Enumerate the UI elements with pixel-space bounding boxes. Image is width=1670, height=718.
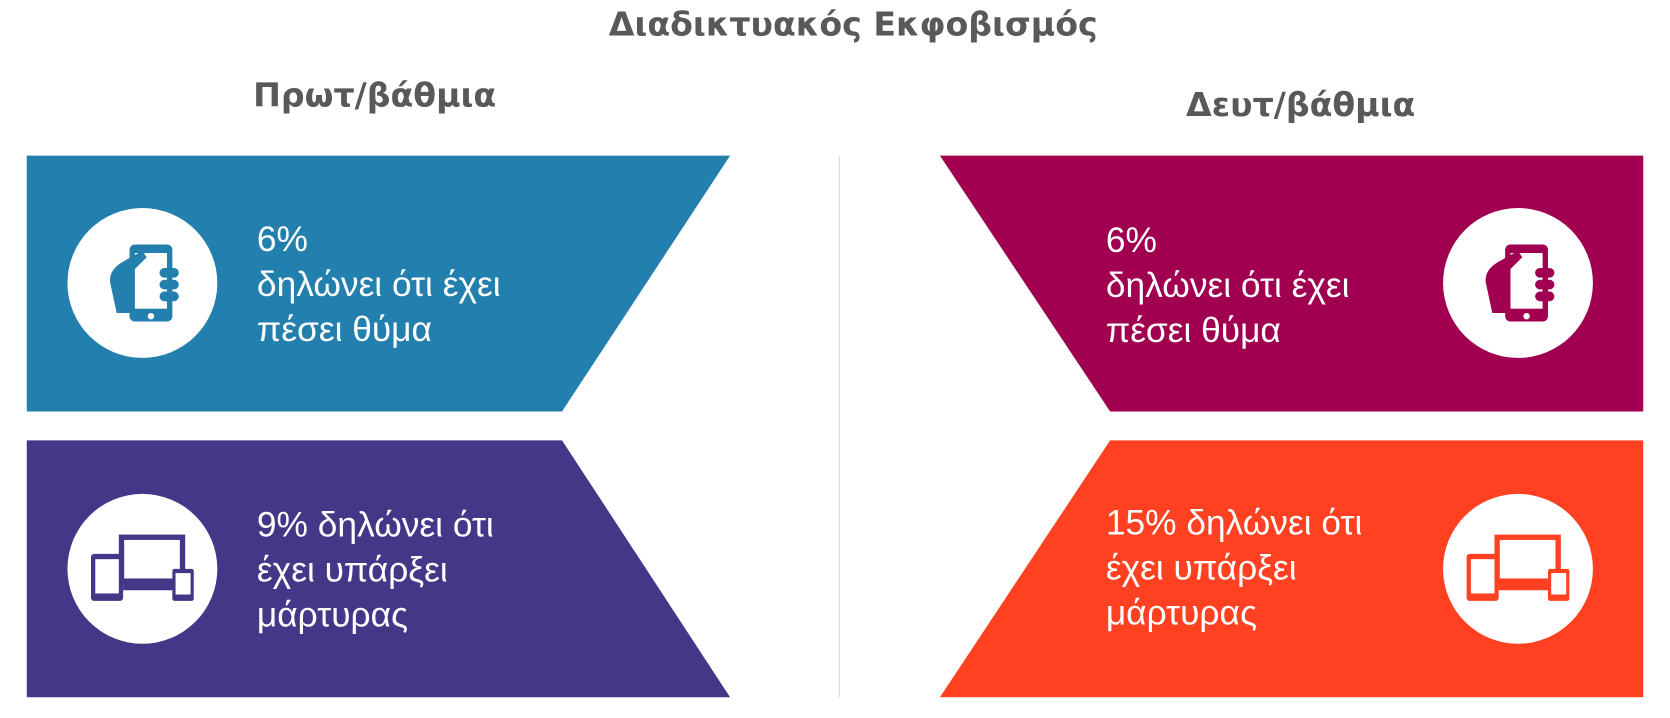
card [939,440,1644,698]
card-text: 6% [1106,221,1157,260]
column-heading: Δευτ/βάθμια [1186,85,1415,124]
card-text: δηλώνει ότι έχει [257,265,501,304]
devices-icon [67,493,218,644]
card [26,440,731,698]
card [26,155,731,412]
devices-icon [1443,493,1593,644]
card-text: 6% [257,220,308,259]
card-text: μάρτυρας [1106,593,1257,632]
phone-icon [1443,208,1593,358]
card-text: δηλώνει ότι έχει [1106,266,1350,305]
card-text: πέσει θύμα [257,310,432,349]
title: Διαδικτυακός Εκφοβισμός [609,5,1098,44]
column-heading: Πρωτ/βάθμια [253,75,496,114]
card-text: 15% δηλώνει ότι [1106,504,1362,543]
card-text: μάρτυρας [257,596,408,635]
card-text: 9% δηλώνει ότι [257,506,494,545]
card [939,155,1644,412]
phone-icon [67,208,218,358]
card-text: έχει υπάρξει [257,551,448,590]
card-text: έχει υπάρξει [1106,549,1297,588]
card-text: πέσει θύμα [1106,311,1281,350]
